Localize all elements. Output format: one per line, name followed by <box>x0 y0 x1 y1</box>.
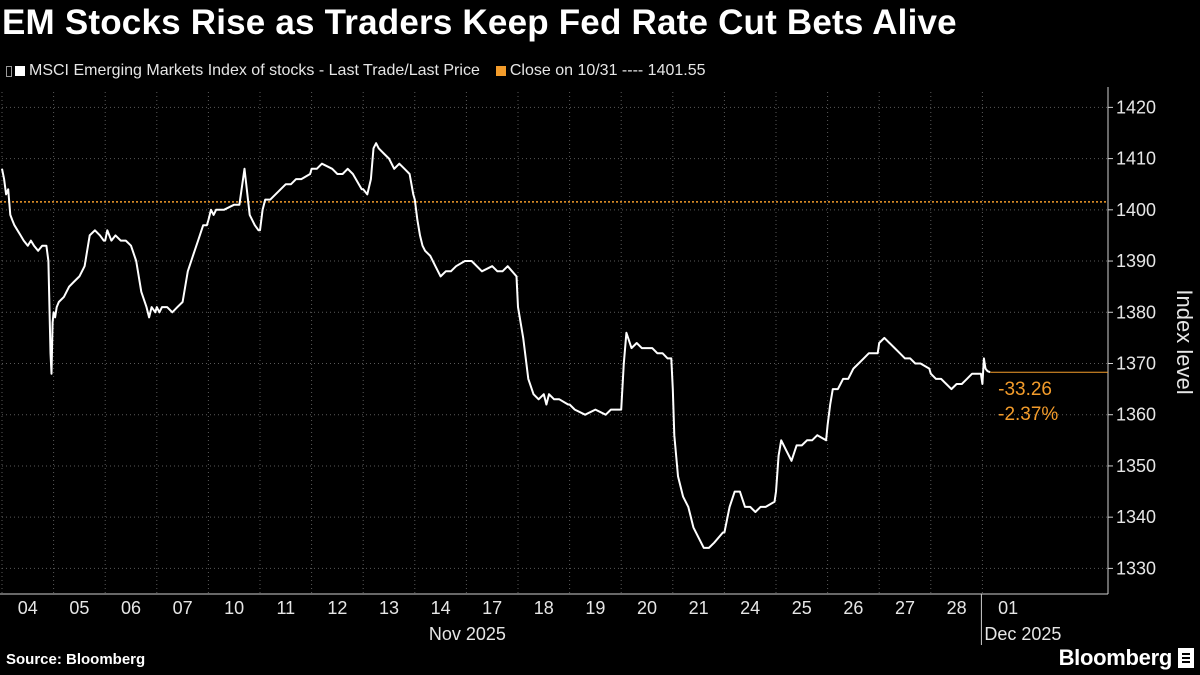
x-tick-label: 17 <box>482 598 502 618</box>
x-tick-label: 04 <box>18 598 38 618</box>
y-tick-label: 1360 <box>1116 405 1156 425</box>
legend-swatch-orange <box>495 66 506 76</box>
x-tick-label: 11 <box>276 598 295 618</box>
x-tick-label: 20 <box>637 598 657 618</box>
x-tick-label: 10 <box>224 598 244 618</box>
x-tick-label: 12 <box>327 598 347 618</box>
y-tick-label: 1340 <box>1116 507 1156 527</box>
y-tick-label: 1390 <box>1116 251 1156 271</box>
x-tick-label: 13 <box>379 598 399 618</box>
legend-item-index[interactable]: MSCI Emerging Markets Index of stocks - … <box>6 62 480 80</box>
chart-title: EM Stocks Rise as Traders Keep Fed Rate … <box>2 3 957 42</box>
x-tick-label: 19 <box>585 598 605 618</box>
legend: MSCI Emerging Markets Index of stocks - … <box>6 61 722 81</box>
y-tick-label: 1370 <box>1116 353 1156 373</box>
legend-label-close: Close on 10/31 ---- 1401.55 <box>509 62 706 79</box>
source-note: Source: Bloomberg <box>6 651 146 668</box>
legend-swatch-white <box>15 66 25 76</box>
y-tick-label: 1330 <box>1116 558 1156 578</box>
x-tick-label: 28 <box>947 598 967 618</box>
x-tick-label: 25 <box>792 598 812 618</box>
y-tick-label: 1380 <box>1116 302 1156 322</box>
month-label-dec: Dec 2025 <box>984 624 1061 644</box>
x-tick-label: 06 <box>121 598 141 618</box>
bloomberg-logo-icon <box>1178 648 1194 668</box>
brand-name: Bloomberg <box>1058 645 1173 670</box>
x-axis: 04 05 06 07 10 11 12 13 14 17 18 19 20 21 24 25 26 27 28 01… <box>0 593 1108 645</box>
legend-item-close[interactable]: Close on 10/31 ---- 1401.55 <box>495 62 706 80</box>
x-tick-label: 21 <box>689 598 709 618</box>
x-tick-label: 14 <box>431 598 451 618</box>
x-tick-label: 18 <box>534 598 554 618</box>
x-tick-label: 27 <box>895 598 915 618</box>
series-line-msci-em <box>1 142 991 549</box>
y-tick-label: 1420 <box>1116 97 1156 117</box>
change-absolute-label: -33.26 <box>998 379 1052 400</box>
x-tick-label: 01 <box>998 598 1018 618</box>
month-label-nov: Nov 2025 <box>429 624 506 644</box>
y-tick-label: 1400 <box>1116 200 1156 220</box>
y-tick-label: 1410 <box>1116 149 1156 169</box>
x-tick-label: 24 <box>740 598 760 618</box>
y-tick-label: 1350 <box>1116 456 1156 476</box>
brand-logo: Bloomberg <box>1059 645 1194 671</box>
y-axis: 1330 1340 1350 1360 1370 1380 1390 1400 1410 1420 <box>1107 87 1156 594</box>
y-axis-title: Index level <box>1172 289 1197 394</box>
x-tick-label: 07 <box>173 598 193 618</box>
legend-handle-icon <box>6 65 12 77</box>
x-tick-label: 05 <box>69 598 89 618</box>
legend-label-index: MSCI Emerging Markets Index of stocks - … <box>29 62 480 79</box>
change-percent-label: -2.37% <box>998 404 1058 425</box>
grid-lines <box>1 92 1108 594</box>
x-tick-label: 26 <box>843 598 863 618</box>
